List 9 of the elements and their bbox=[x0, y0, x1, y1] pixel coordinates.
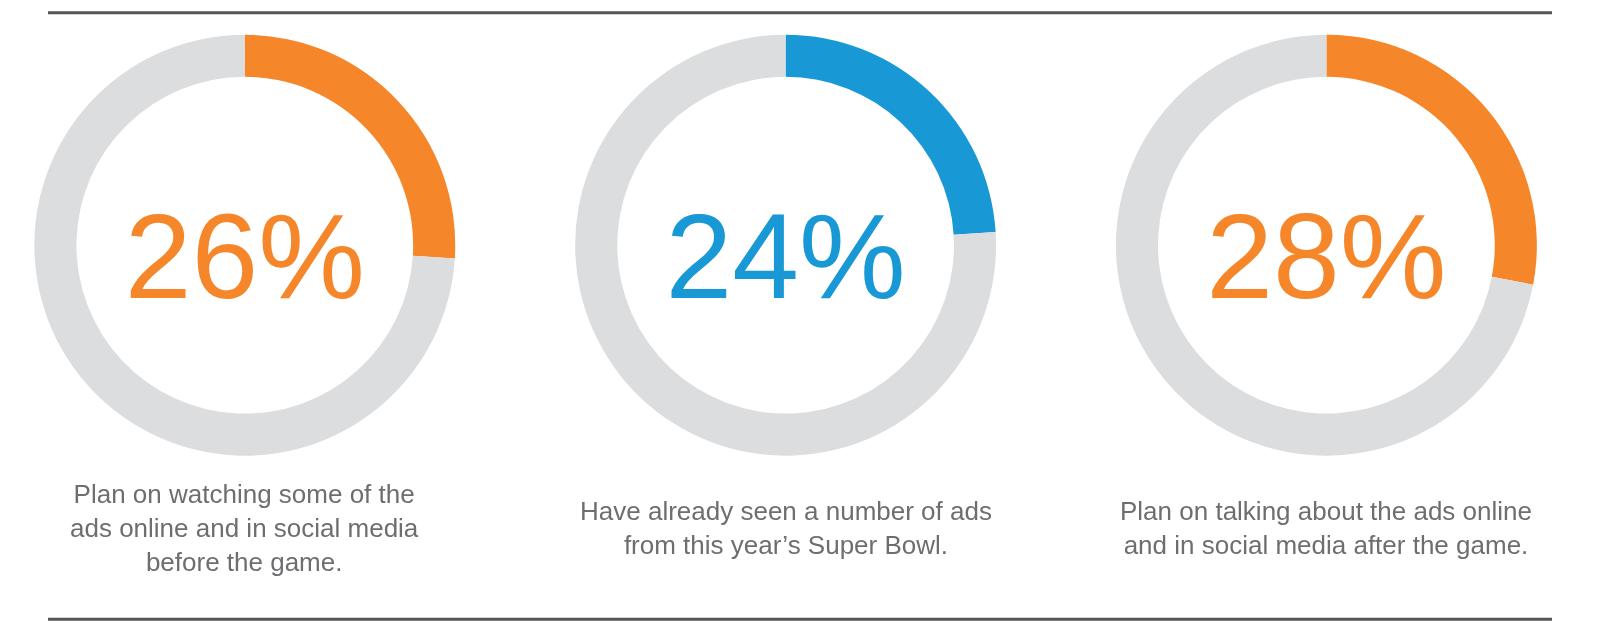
donut-slice bbox=[34, 34, 455, 456]
text: 28% bbox=[1206, 189, 1447, 324]
donut-slice bbox=[1115, 34, 1534, 456]
text: Plan on watching some of the ads online and in social media before the game. bbox=[70, 479, 419, 577]
text: Have already seen a number of ads from this year’s Super Bowl. bbox=[580, 496, 992, 560]
text: 24% bbox=[665, 189, 906, 324]
text: Plan on talking about the ads online and in social media after the game. bbox=[1120, 496, 1532, 560]
text: 26% bbox=[124, 189, 365, 324]
donut-slice bbox=[575, 34, 996, 456]
